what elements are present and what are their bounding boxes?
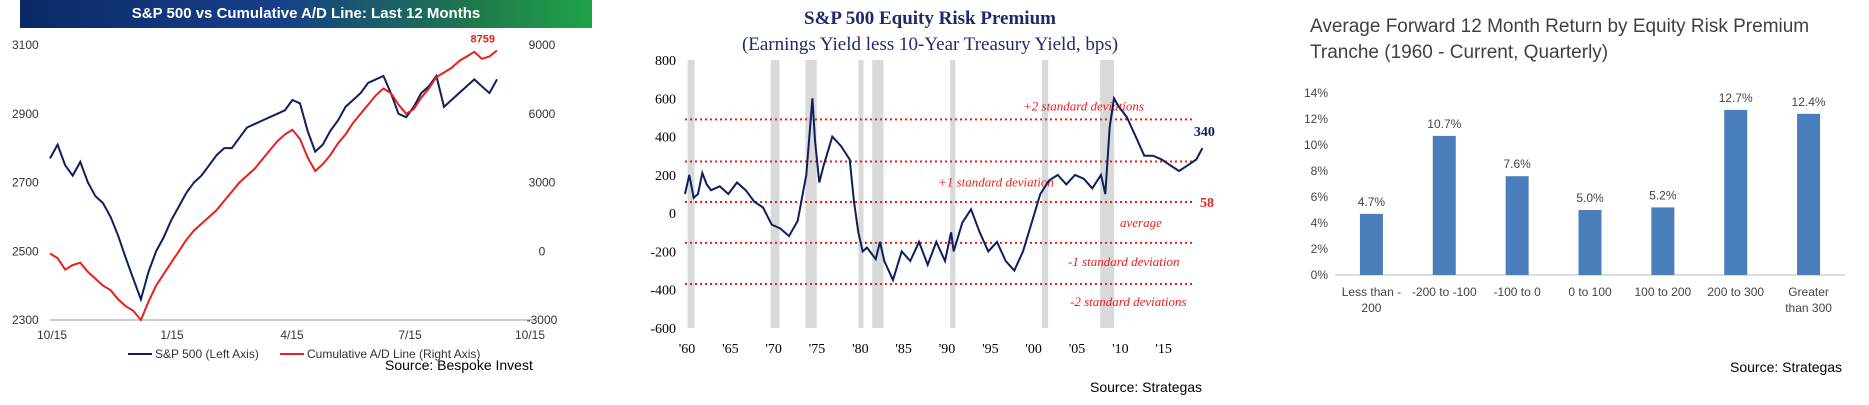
chart1-x-tick: 10/15 [37,328,67,342]
chart2-end-label: 340 [1194,125,1215,140]
recession-band [687,60,695,328]
recession-band [950,60,956,328]
chart2-x-tick: '70 [765,342,782,357]
chart1-y-left-tick: 2500 [12,244,39,258]
bar [1505,176,1529,275]
chart2-y-tick: 0 [669,207,676,222]
average-value-label: 58 [1200,196,1214,211]
chart3-x-tick: 100 to 200 [1634,285,1691,299]
chart1-x-tick: 10/15 [515,328,545,342]
chart2-subtitle: (Earnings Yield less 10-Year Treasury Yi… [741,34,1119,55]
chart3-y-tick: 12% [1304,112,1328,126]
bar-value-label: 12.4% [1792,95,1826,109]
bar-value-label: 10.7% [1427,117,1461,131]
chart3-x-tick: 200 to 300 [1707,285,1764,299]
chart3-x-tick: 0 to 100 [1568,285,1612,299]
erp-series [684,95,1204,283]
chart2-y-tick: -400 [650,284,676,299]
chart1-x-tick: 4/15 [280,328,304,342]
chart2-x-tick: '00 [1025,342,1042,357]
chart3-x-tick: -200 to -100 [1412,285,1477,299]
chart3-source: Source: Strategas [1730,359,1843,375]
chart2-svg: +2 standard deviations +1 standard deviat… [650,54,1215,357]
bar [1578,210,1602,275]
reference-line-label: +1 standard deviation [938,174,1054,189]
chart1-y-left-tick: 3100 [12,38,39,52]
recession-band [872,60,884,328]
chart1-y-right-tick: 9000 [529,38,556,52]
bar-value-label: 12.7% [1719,91,1753,105]
chart3-y-tick: 10% [1304,138,1328,152]
chart2-y-tick: 400 [655,131,676,146]
reference-line-label: +2 standard deviations [1023,98,1144,113]
chart1-y-left-tick: 2700 [12,176,39,190]
chart3-y-tick: 6% [1311,190,1329,204]
chart1-y-right-tick: 0 [539,244,546,258]
chart2-x-tick: '90 [939,342,956,357]
chart3-x-tick: Greater [1788,285,1829,299]
chart1-svg: 310029002700250023009000600030000-300010… [12,34,558,361]
chart3-x-tick: -100 to 0 [1493,285,1541,299]
reference-line-label: average [1120,215,1162,230]
chart2-x-tick: '10 [1112,342,1129,357]
recession-band [858,60,864,328]
chart1-source: Source: Bespoke Invest [385,357,533,373]
reference-line-label: -1 standard deviation [1068,254,1179,269]
chart3-x-tick: Less than - [1342,285,1401,299]
recession-band [1042,60,1049,328]
recession-band [805,60,817,328]
chart2-y-tick: -200 [650,245,676,260]
chart2-x-tick: '80 [852,342,869,357]
ad-line-series [49,49,498,322]
chart2-x-tick: '85 [895,342,912,357]
chart2-x-tick: '05 [1069,342,1086,357]
chart2-x-tick: '75 [809,342,826,357]
chart2-y-tick: 600 [655,92,676,107]
chart2-y-tick: 800 [655,54,676,69]
chart3-title: Average Forward 12 Month Return by Equit… [1310,16,1810,63]
chart3-y-tick: 8% [1311,164,1329,178]
chart3-x-tick: 200 [1361,301,1381,315]
chart2-x-tick: '15 [1155,342,1172,357]
bar-value-label: 4.7% [1358,195,1386,209]
equity-risk-premium-panel: S&P 500 Equity Risk Premium (Earnings Yi… [640,0,1220,405]
chart1-y-right-tick: -3000 [527,313,558,327]
bar [1359,213,1383,275]
bar-value-label: 7.6% [1503,157,1531,171]
bar-value-label: 5.0% [1576,191,1604,205]
bar [1724,109,1748,276]
bar [1651,207,1675,275]
chart3-y-tick: 2% [1311,242,1329,256]
chart2-x-tick: '65 [722,342,739,357]
chart1-end-label: 8759 [471,34,495,46]
legend-sp500-label: S&P 500 (Left Axis) [155,347,259,361]
chart1-x-tick: 7/15 [398,328,422,342]
chart1-x-tick: 1/15 [160,328,184,342]
chart3-y-tick: 0% [1311,268,1329,282]
bar [1797,113,1821,275]
bar-value-label: 5.2% [1649,188,1677,202]
forward-return-panel: Average Forward 12 Month Return by Equit… [1290,0,1869,405]
chart3-y-tick: 14% [1304,86,1328,100]
chart2-title: S&P 500 Equity Risk Premium [804,8,1056,29]
reference-line-label: -2 standard deviations [1070,294,1187,309]
chart1-y-right-tick: 3000 [529,176,556,190]
recession-band [770,60,780,328]
chart2-x-tick: '60 [679,342,696,357]
chart2-y-tick: -600 [650,322,676,337]
chart1-title: S&P 500 vs Cumulative A/D Line: Last 12 … [20,0,592,28]
sp500-series [49,73,498,303]
chart2-y-tick: 200 [655,169,676,184]
chart1-y-right-tick: 6000 [529,107,556,121]
chart2-x-tick: '95 [982,342,999,357]
chart3-x-tick: than 300 [1785,301,1832,315]
chart3-svg: 14% 12% 10% 8% 6% 4% 2% 0% 4.7% Less than - 200 10.… [1304,86,1845,315]
legend-ad-line-label: Cumulative A/D Line (Right Axis) [307,347,480,361]
chart3-y-tick: 4% [1311,216,1329,230]
chart2-source: Source: Strategas [1090,379,1203,395]
bar [1432,135,1456,275]
chart1-y-left-tick: 2300 [12,313,39,327]
chart1-y-left-tick: 2900 [12,107,39,121]
sp500-ad-line-panel: S&P 500 vs Cumulative A/D Line: Last 12 … [0,0,600,405]
